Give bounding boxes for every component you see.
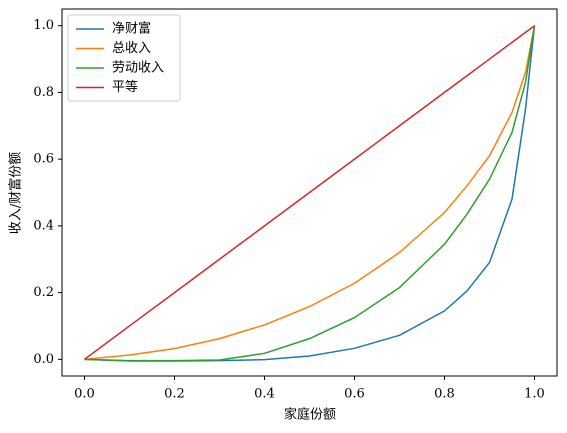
y-tick-label: 0.4 [33,218,54,233]
y-tick-label: 0.6 [33,152,54,167]
x-tick-label: 0.6 [344,387,365,402]
y-tick-label: 0.8 [33,85,54,100]
legend-label: 净财富 [112,21,151,37]
x-tick-label: 0.0 [74,387,95,402]
x-axis-label: 家庭份额 [284,407,336,423]
plot-frame [61,8,558,377]
y-tick-label: 1.0 [33,18,54,33]
legend-label: 劳动收入 [112,60,164,76]
data-line [84,25,536,361]
x-tick-label: 1.0 [524,387,545,402]
x-tick-label: 0.4 [254,387,275,402]
data-line [84,25,536,362]
y-axis-label: 收入/财富份额 [8,152,24,234]
data-line [84,25,535,360]
legend-label: 平等 [112,79,138,95]
x-tick-label: 0.2 [164,387,185,402]
y-tick-label: 0.0 [33,352,54,367]
legend-box [67,14,181,102]
legend-label: 总收入 [112,41,151,56]
y-tick-label: 0.2 [33,285,54,300]
x-tick-label: 0.8 [434,387,455,402]
